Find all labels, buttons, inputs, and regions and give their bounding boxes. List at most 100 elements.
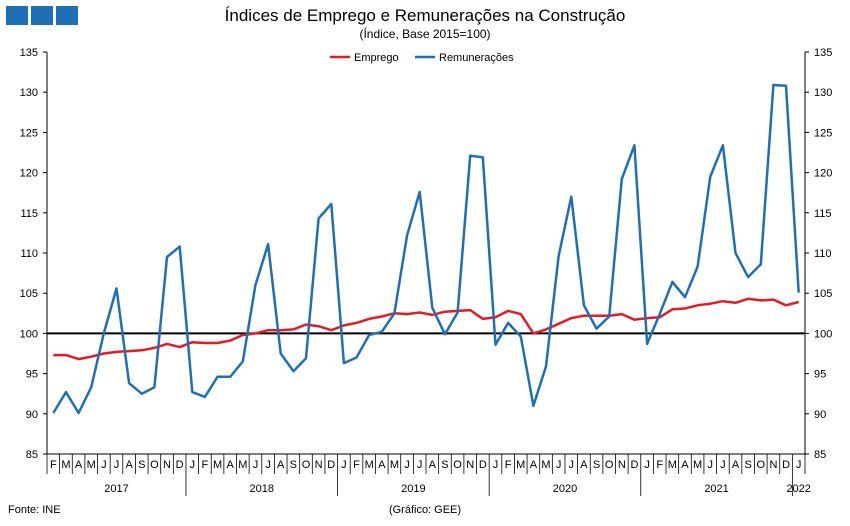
month-label: A (429, 459, 437, 471)
month-label: M (693, 459, 702, 471)
logo-block-1 (6, 6, 28, 25)
month-label: M (87, 459, 96, 471)
month-label: J (556, 459, 562, 471)
month-label: J (493, 459, 499, 471)
month-label: J (190, 459, 196, 471)
y-tick-label-left: 85 (26, 449, 38, 461)
month-label: J (265, 459, 271, 471)
month-label: D (176, 459, 184, 471)
month-label: N (769, 459, 777, 471)
y-tick-label-right: 110 (814, 248, 832, 260)
y-tick-label-right: 95 (814, 369, 826, 381)
month-label: A (277, 459, 285, 471)
month-label: A (378, 459, 386, 471)
month-label: N (315, 459, 323, 471)
month-label: F (353, 459, 360, 471)
month-label: M (365, 459, 374, 471)
y-tick-label-right: 125 (814, 127, 832, 139)
month-label: J (644, 459, 650, 471)
month-label: D (630, 459, 638, 471)
y-tick-label-right: 105 (814, 288, 832, 300)
year-label: 2020 (553, 483, 577, 495)
month-label: S (290, 459, 297, 471)
series-line-emprego (53, 297, 800, 361)
month-label: J (569, 459, 575, 471)
year-label: 2019 (401, 483, 425, 495)
month-label: O (150, 459, 159, 471)
month-label: F (50, 459, 57, 471)
chart-subtitle: (Índice, Base 2015=100) (359, 27, 491, 41)
month-label: S (441, 459, 448, 471)
gee-logo (6, 6, 78, 25)
month-label: M (238, 459, 247, 471)
y-tick-label-left: 110 (20, 248, 38, 260)
month-label: F (656, 459, 663, 471)
credit-note: (Gráfico: GEE) (388, 504, 462, 516)
month-label: M (668, 459, 677, 471)
month-label: M (541, 459, 550, 471)
month-label: D (782, 459, 790, 471)
year-label: 2021 (704, 483, 728, 495)
y-tick-label-left: 130 (20, 87, 38, 99)
y-tick-label-right: 120 (814, 168, 832, 180)
month-label: A (75, 459, 83, 471)
y-tick-label-left: 135 (20, 47, 38, 59)
month-label: M (390, 459, 399, 471)
month-label: J (796, 459, 802, 471)
month-label: M (213, 459, 222, 471)
y-tick-label-left: 95 (26, 369, 38, 381)
legend-label: Emprego (354, 52, 399, 64)
year-label: 2017 (104, 483, 128, 495)
source-note: Fonte: INE (8, 504, 61, 516)
month-label: N (466, 459, 474, 471)
month-label: M (61, 459, 70, 471)
month-label: O (605, 459, 614, 471)
month-label: S (593, 459, 600, 471)
month-label: O (302, 459, 311, 471)
y-tick-label-right: 115 (814, 208, 832, 220)
month-label: A (580, 459, 588, 471)
month-label: D (479, 459, 487, 471)
month-label: A (125, 459, 133, 471)
month-label: J (404, 459, 410, 471)
month-label: A (681, 459, 689, 471)
month-label: N (618, 459, 626, 471)
month-label: O (453, 459, 462, 471)
month-label: A (227, 459, 235, 471)
month-label: J (417, 459, 423, 471)
y-tick-label-left: 125 (20, 127, 38, 139)
logo-block-2 (31, 6, 53, 25)
month-label: F (505, 459, 512, 471)
y-tick-label-left: 105 (20, 288, 38, 300)
y-tick-label-right: 90 (814, 409, 826, 421)
y-tick-label-left: 115 (20, 208, 38, 220)
y-tick-label-right: 100 (814, 328, 832, 340)
legend-label: Remunerações (439, 52, 514, 64)
month-label: D (327, 459, 335, 471)
month-label: A (530, 459, 538, 471)
series-line-remuneracoes (52, 83, 800, 415)
year-label: 2022 (786, 483, 810, 495)
month-label: J (720, 459, 726, 471)
year-label: 2018 (250, 483, 274, 495)
y-tick-label-right: 135 (814, 47, 832, 59)
month-label: J (341, 459, 347, 471)
y-tick-label-left: 100 (20, 328, 38, 340)
month-label: M (516, 459, 525, 471)
month-label: N (163, 459, 171, 471)
y-tick-label-left: 120 (20, 168, 38, 180)
month-label: S (138, 459, 145, 471)
month-label: F (202, 459, 209, 471)
chart-title: Índices de Emprego e Remunerações na Con… (224, 6, 626, 25)
month-label: J (114, 459, 120, 471)
month-label: J (253, 459, 259, 471)
month-label: J (101, 459, 107, 471)
month-label: A (732, 459, 740, 471)
y-tick-label-left: 90 (26, 409, 38, 421)
y-tick-label-right: 85 (814, 449, 826, 461)
month-label: J (708, 459, 714, 471)
logo-block-3 (56, 6, 78, 25)
month-label: S (744, 459, 751, 471)
month-label: O (757, 459, 766, 471)
